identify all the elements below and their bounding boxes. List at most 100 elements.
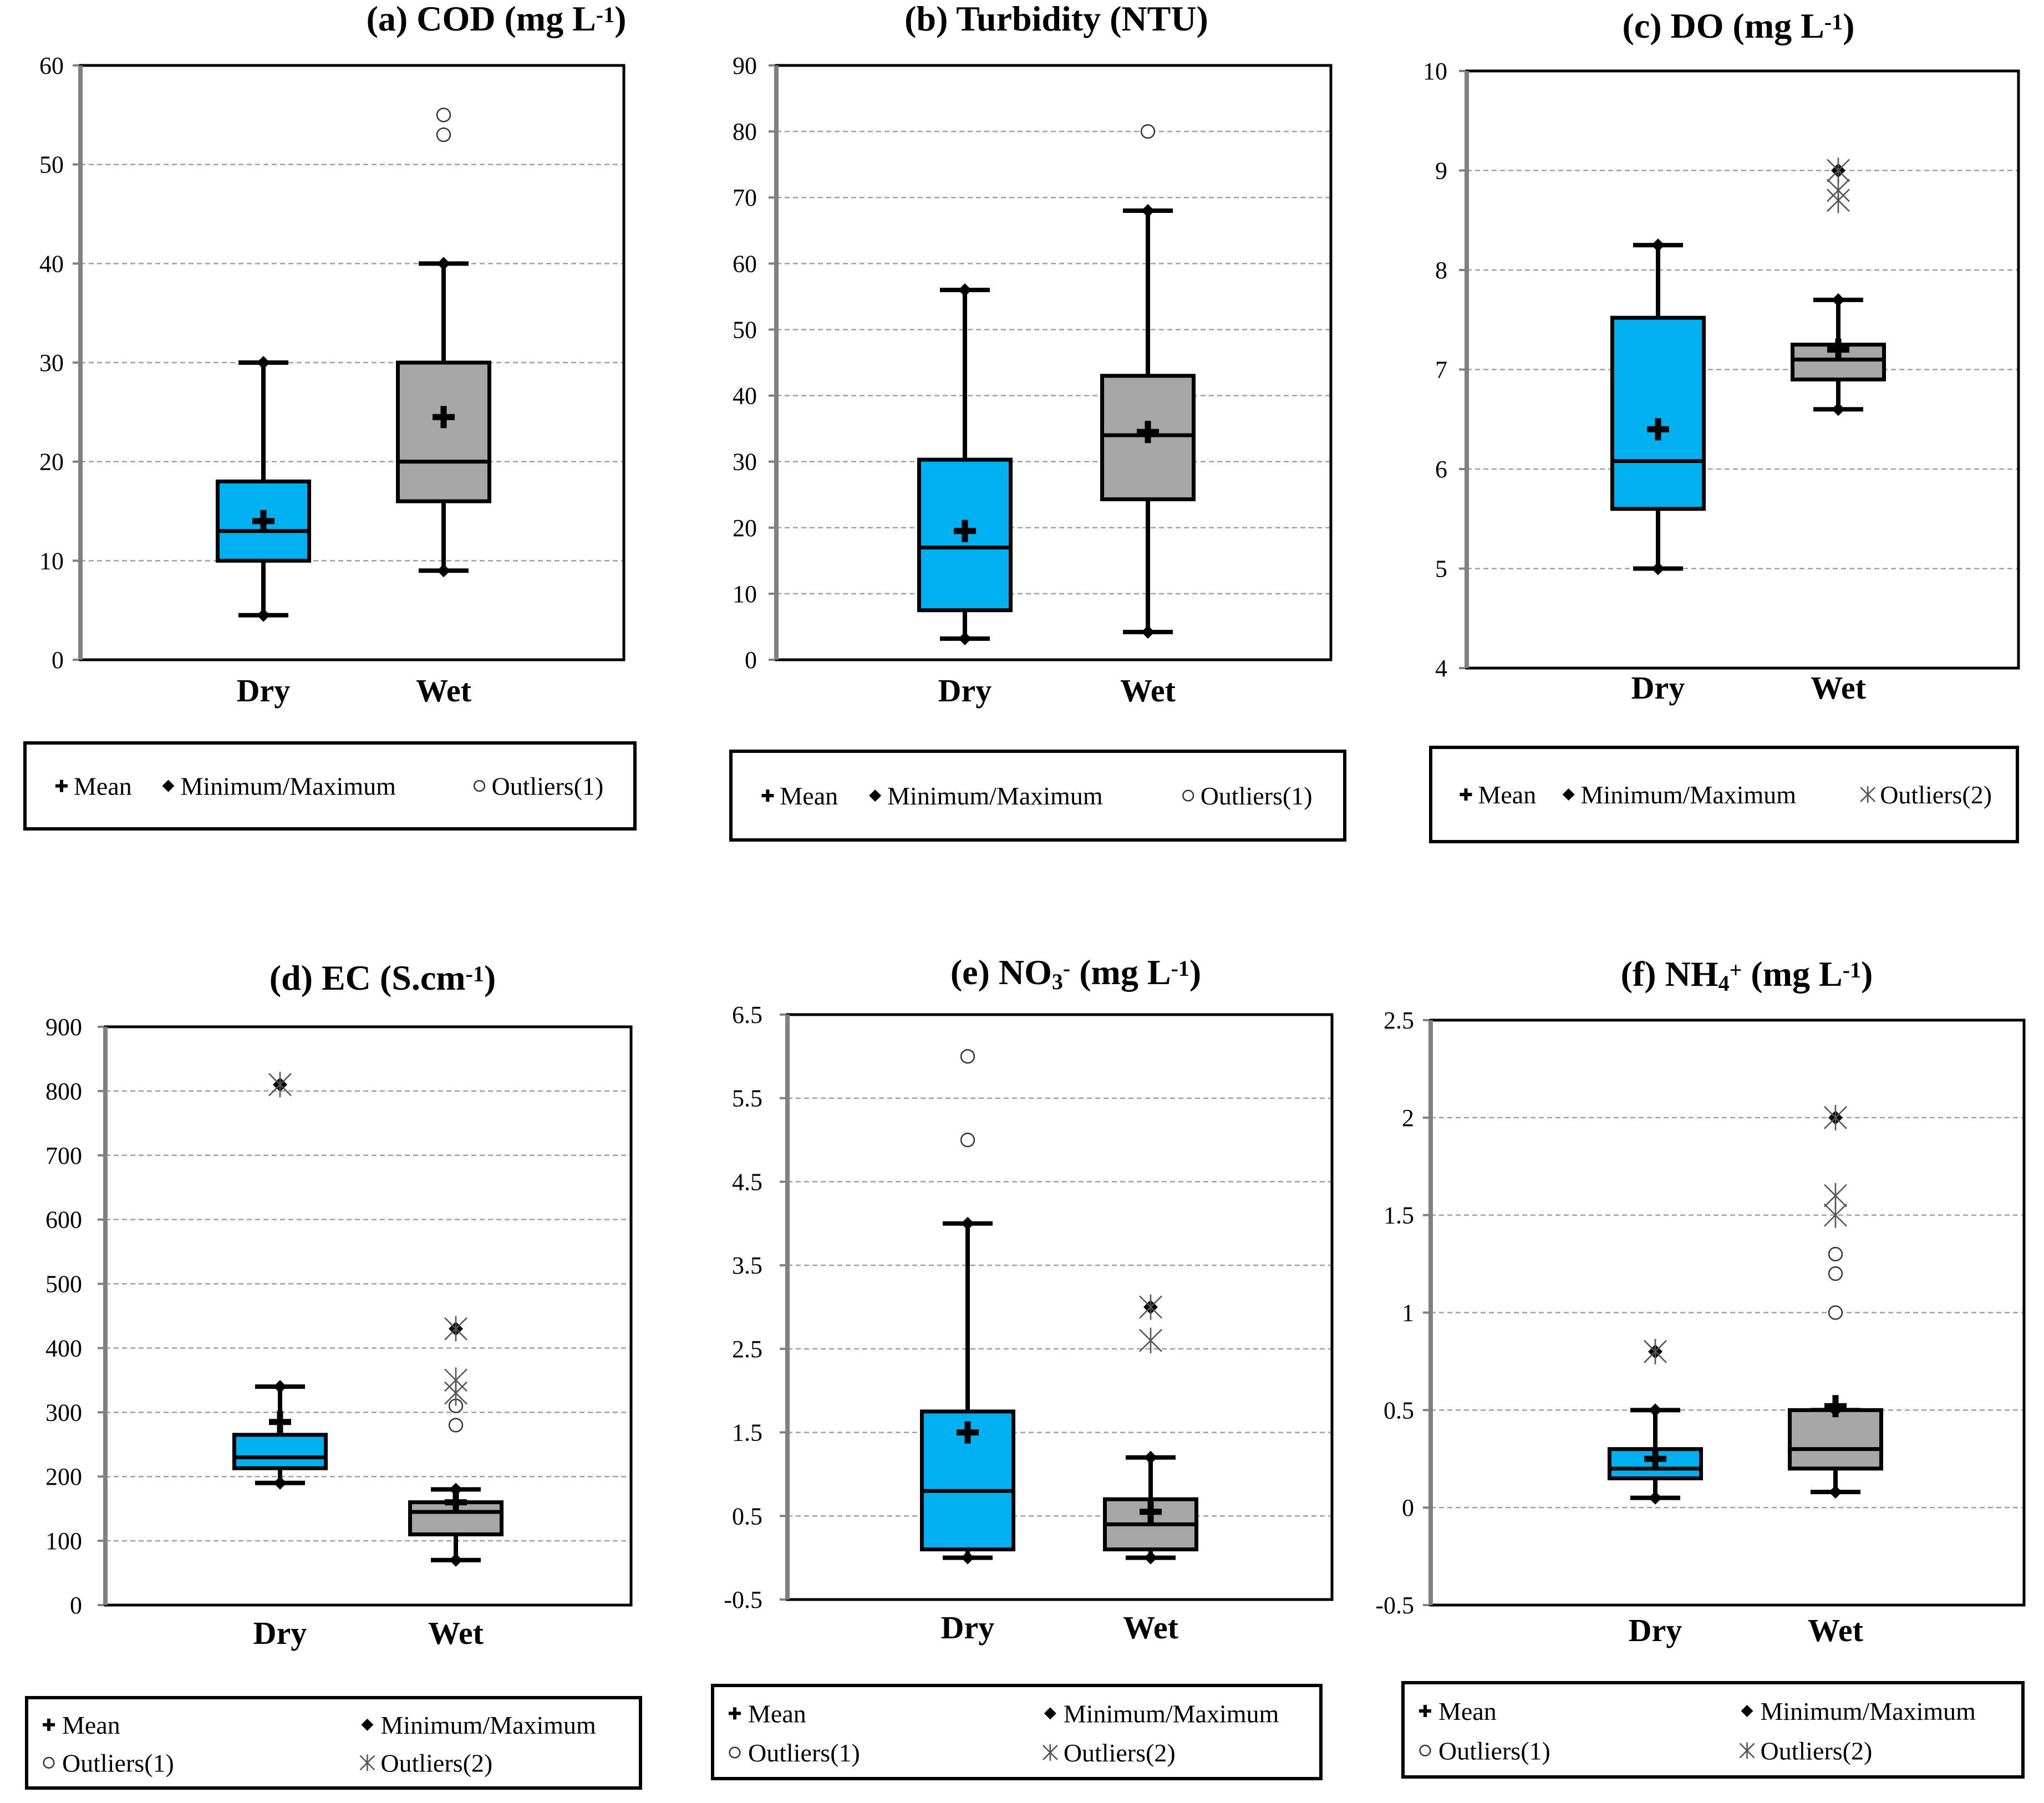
outlier-1-marker (1828, 1266, 1843, 1281)
max-marker (1144, 1450, 1157, 1464)
box-dry: Dry (917, 283, 1013, 709)
min-marker (1651, 562, 1665, 575)
y-tick-label: 20 (39, 449, 64, 476)
legend-label: Mean (74, 772, 132, 801)
y-tick-label: 300 (45, 1399, 82, 1426)
y-tick-label: 500 (45, 1271, 82, 1298)
outlier-2-marker (1139, 1294, 1162, 1320)
mean-marker (445, 1491, 467, 1514)
legend-circle-icon (43, 1756, 55, 1769)
panel-f: (f) NH4+ (mg L-1) -0.5 0 0.5 1 1.5 2 2.5 Dry Wet M… (1375, 954, 2026, 1779)
mean-marker (1140, 1500, 1162, 1523)
legend-label: Minimum/Maximum (380, 1711, 596, 1739)
legend: Mean Minimum/Maximum Outliers(2) (1429, 746, 2019, 843)
y-tick-label: 2.5 (1384, 1007, 1414, 1034)
chart-title-part: -1 (1824, 9, 1843, 34)
y-tick-label: 6.5 (732, 1001, 762, 1028)
min-marker (1649, 1491, 1662, 1505)
iqr-box (1788, 1408, 1883, 1471)
y-tick-label: 10 (1423, 58, 1447, 85)
y-tick-label: 2 (1402, 1104, 1414, 1132)
y-tick-label: 100 (45, 1527, 82, 1555)
y-tick-label: 5.5 (732, 1085, 762, 1112)
box-dry: Dry (920, 1049, 1015, 1646)
outlier-2-marker (444, 1367, 467, 1393)
outlier-1-marker (448, 1418, 464, 1433)
legend-plus-icon (1419, 1705, 1431, 1717)
chart-title-part: (d) EC (S.cm (270, 958, 466, 997)
legend-label: Outliers(1) (748, 1739, 860, 1767)
mean-marker (252, 510, 274, 532)
legend-diamond-icon (1044, 1707, 1056, 1720)
outlier-2-marker (1644, 1338, 1667, 1364)
y-tick-label: 900 (45, 1013, 82, 1041)
x-category-label: Dry (1631, 670, 1685, 706)
outlier-1-marker (436, 127, 451, 142)
max-marker (1832, 293, 1845, 307)
outlier-1-marker (1140, 124, 1156, 139)
y-tick-label: 20 (733, 515, 757, 542)
x-category-label: Dry (941, 1610, 995, 1646)
x-category-label: Wet (428, 1615, 484, 1651)
chart-title-part: + (1730, 957, 1742, 982)
chart-title-part: -1 (1843, 957, 1861, 982)
max-marker (437, 257, 450, 271)
legend-circle-icon (1419, 1744, 1431, 1756)
y-tick-label: 4.5 (732, 1168, 762, 1195)
legend-label: Outliers(1) (1438, 1736, 1550, 1765)
x-category-label: Wet (1123, 1610, 1179, 1646)
plot-frame (786, 1013, 1334, 1601)
mean-marker (269, 1410, 291, 1433)
legend-label: Minimum/Maximum (887, 782, 1103, 810)
outlier-1-marker (1828, 1246, 1843, 1262)
max-marker (961, 1216, 974, 1230)
legend-label: Outliers(2) (1880, 781, 1992, 809)
legend: Mean Minimum/Maximum Outliers(1) Outliers(2… (25, 1696, 642, 1790)
chart-title-part: 4 (1718, 971, 1730, 996)
chart-title-part: ) (1861, 954, 1873, 994)
min-marker (958, 631, 972, 645)
y-tick-label: 9 (1435, 157, 1447, 185)
y-tick-label: 1.5 (1384, 1202, 1414, 1229)
chart-title-part: ) (484, 958, 496, 997)
chart-title-part: 3 (1052, 969, 1063, 994)
box-wet: Wet (1791, 157, 1886, 706)
legend-plus-icon (55, 780, 68, 792)
min-marker (437, 564, 450, 578)
x-category-label: Dry (1629, 1612, 1682, 1648)
legend-star-icon (1042, 1744, 1058, 1761)
box-wet: Wet (396, 108, 491, 709)
legend-label: Mean (1478, 781, 1536, 809)
chart-title-part: (a) COD (mg L (367, 0, 596, 38)
y-tick-label: 30 (39, 349, 64, 376)
legend-circle-icon (729, 1746, 741, 1759)
legend-box (1401, 1681, 2025, 1779)
legend-plus-icon (1460, 788, 1472, 801)
box-dry: Dry (1608, 1338, 1703, 1648)
legend-box (711, 1684, 1323, 1780)
max-marker (449, 1483, 462, 1496)
max-marker (958, 283, 972, 297)
y-tick-label: 0 (52, 646, 64, 674)
chart-title-part: -1 (596, 2, 614, 27)
min-marker (1141, 625, 1155, 639)
mean-marker (1644, 1448, 1666, 1470)
chart-title-part: (c) DO (mg L (1623, 6, 1824, 45)
box-wet: Wet (1788, 1104, 1883, 1648)
legend: Mean Minimum/Maximum Outliers(1) (23, 741, 637, 831)
max-marker (1141, 204, 1155, 218)
y-tick-label: 0.5 (1384, 1397, 1414, 1424)
x-category-label: Dry (938, 673, 992, 709)
min-marker (257, 608, 270, 622)
y-tick-label: 700 (45, 1142, 82, 1169)
y-tick-label: 2.5 (732, 1336, 762, 1363)
y-tick-label: -0.5 (724, 1586, 762, 1613)
y-tick-label: 30 (733, 449, 757, 476)
max-marker (273, 1379, 287, 1393)
min-marker (449, 1553, 462, 1567)
plot-frame (775, 64, 1333, 661)
iqr-box (396, 360, 491, 503)
legend-plus-icon (43, 1718, 55, 1731)
outlier-1-marker (960, 1132, 975, 1148)
